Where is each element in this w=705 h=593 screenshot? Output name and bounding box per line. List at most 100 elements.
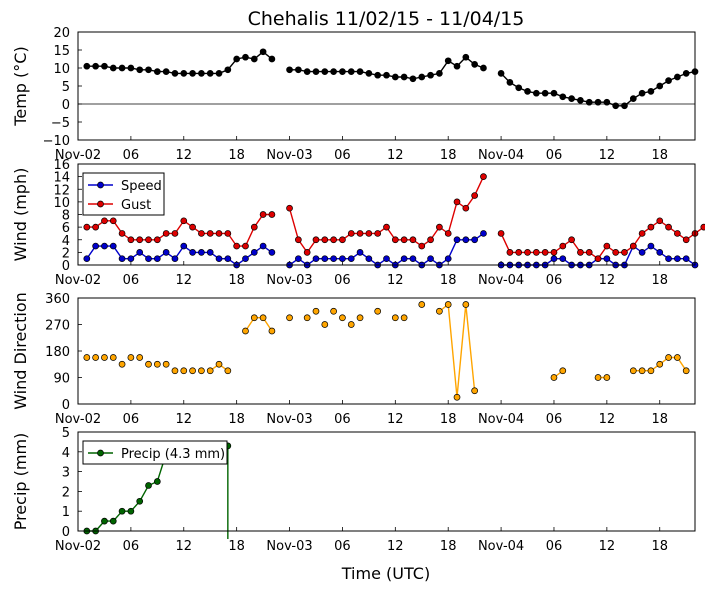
temp-series-0-point — [374, 71, 382, 79]
wind-series-speed-point — [550, 255, 558, 263]
wind-series-speed-point — [682, 255, 690, 263]
wind-series-speed-point — [312, 255, 320, 263]
wind-series-speed-point — [171, 255, 179, 263]
wind-y-tick-label: 8 — [62, 209, 70, 224]
temp-x-tick-label: Nov-04 — [478, 148, 524, 163]
wind-series-gust-point — [506, 249, 514, 256]
wind-series-gust-point — [682, 236, 690, 244]
temp-series-0-point — [145, 66, 152, 74]
wind-legend-swatch-marker — [97, 200, 104, 208]
wind-direction-x-tick-label: Nov-04 — [478, 412, 524, 427]
precip-x-tick-label: Nov-02 — [55, 539, 101, 554]
temp-series-0-point — [321, 68, 329, 75]
temp-series-0-point — [233, 55, 241, 63]
wind-series-gust-point — [612, 249, 620, 256]
wind-direction-series-0-point — [656, 360, 664, 368]
wind-x-tick-label: 12 — [175, 273, 192, 288]
wind-direction-series-0-point — [665, 354, 672, 361]
temp-series-0-point — [497, 70, 505, 77]
temp-series-0-point — [189, 70, 196, 77]
wind-series-gust-point — [391, 236, 399, 244]
wind-x-tick-label: 18 — [440, 273, 457, 288]
temp-series-0-point — [524, 88, 531, 95]
wind-direction-series-0-point — [321, 321, 329, 328]
temp-series-0-point — [330, 68, 337, 75]
wind-direction-series-0-point — [674, 354, 681, 361]
precip-x-tick-label: 12 — [599, 539, 616, 554]
temp-series-0-point — [559, 93, 567, 101]
wind-series-speed-point — [189, 249, 196, 256]
precip-legend-swatch-marker — [97, 449, 104, 457]
wind-series-speed-point — [215, 255, 223, 263]
wind-series-gust-point — [286, 204, 293, 212]
wind-y-tick-label: 0 — [62, 259, 70, 274]
wind-series-gust-point — [462, 204, 470, 212]
wind-series-speed-point — [559, 255, 567, 263]
precip-legend-label: Precip (4.3 mm) — [121, 447, 225, 462]
temp-series-0-point — [480, 64, 487, 72]
wind-series-speed-point — [321, 255, 329, 263]
wind-legend-label: Gust — [121, 198, 151, 213]
wind-series-speed-point — [400, 255, 408, 263]
temp-plot-frame — [77, 31, 696, 141]
temp-x-tick-label: 06 — [546, 148, 563, 163]
wind-direction-series-0-point — [268, 327, 276, 335]
wind-series-speed-point — [180, 242, 188, 250]
precip-y-tick-label: 5 — [62, 426, 70, 441]
wind-series-speed-point — [356, 249, 364, 256]
wind-direction-series-0-point — [682, 367, 690, 375]
temp-series-0-point — [585, 98, 593, 106]
wind-series-gust-point — [550, 249, 558, 256]
temp-x-tick-label: 18 — [440, 148, 457, 163]
wind-direction-series-0-point — [391, 314, 399, 322]
wind-series-speed-point — [656, 249, 664, 256]
temp-x-tick-label: 12 — [387, 148, 404, 163]
temp-series-0-point — [365, 70, 373, 77]
wind-series-gust-point — [145, 236, 152, 244]
temp-x-tick-label: 18 — [228, 148, 245, 163]
temp-series-0-point — [224, 66, 232, 74]
wind-series-speed-point — [480, 230, 487, 237]
wind-direction-series-0-point — [242, 327, 249, 335]
wind-direction-x-tick-label: 18 — [651, 412, 668, 427]
wind-direction-series-0-point — [638, 367, 646, 375]
temp-series-0-point — [603, 98, 611, 106]
precip-series-precip-point — [109, 517, 117, 525]
wind-series-gust-point — [444, 230, 452, 237]
temp-series-0-point — [532, 89, 540, 97]
temp-series-0-point — [471, 61, 478, 68]
wind-direction-x-tick-label: 12 — [175, 412, 192, 427]
wind-direction-series-0-point — [92, 354, 99, 361]
wind-direction-series-0-point — [462, 301, 470, 308]
temp-y-tick-label: 10 — [53, 62, 70, 77]
wind-series-gust-point — [224, 230, 232, 237]
temp-y-tick-label: −10 — [43, 134, 70, 149]
temp-series-0-point — [577, 97, 584, 104]
wind-direction-series-0-point — [400, 314, 408, 322]
temp-series-0-point — [347, 68, 355, 75]
wind-series-speed-point — [409, 255, 417, 263]
wind-series-speed-point — [603, 255, 611, 263]
temp-series-0-point — [127, 64, 135, 72]
temp-series-0-point — [242, 53, 249, 61]
wind-x-tick-label: 12 — [387, 273, 404, 288]
wind-series-gust-point — [118, 230, 126, 237]
wind-series-gust-point — [418, 242, 426, 250]
wind-direction-x-tick-label: 18 — [228, 412, 245, 427]
wind-series-speed-point — [101, 242, 108, 250]
temp-series-0-point — [339, 68, 346, 75]
wind-series-gust-point — [127, 236, 135, 244]
wind-series-speed-point — [118, 255, 126, 263]
wind-series-gust-point — [321, 236, 329, 244]
temp-series-0-point — [92, 62, 99, 70]
wind-series-speed-point — [224, 255, 232, 263]
wind-y-axis-label: Wind (mph) — [11, 168, 30, 262]
temp-series-0-point — [436, 70, 443, 77]
wind-series-gust-point — [347, 230, 355, 237]
temp-series-0-point — [250, 55, 258, 63]
wind-direction-y-tick-label: 270 — [45, 319, 70, 334]
wind-series-speed-point — [453, 236, 461, 244]
wind-series-gust-point — [409, 236, 417, 244]
